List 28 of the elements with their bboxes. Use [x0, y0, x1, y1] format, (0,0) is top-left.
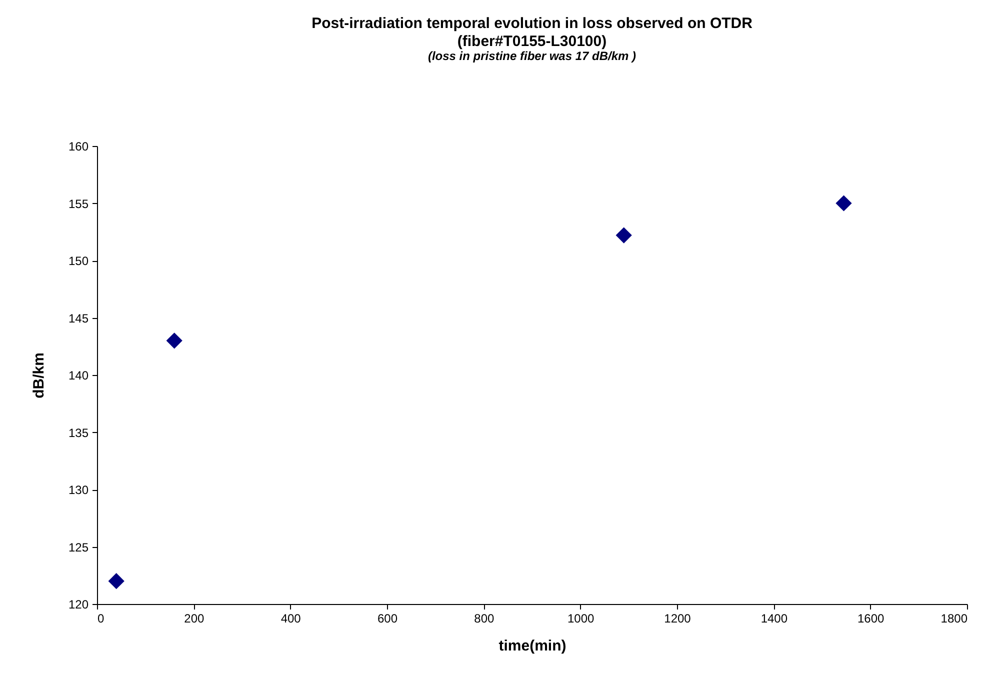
- x-tick-label: 800: [474, 612, 494, 626]
- x-tick-label: 400: [280, 612, 302, 626]
- chart-title: Post-irradiation temporal evolution in loss observed on OTDR: [312, 15, 753, 32]
- text: (loss in pristine fiber was 17 dB/km ): [428, 49, 636, 63]
- point: [108, 573, 124, 590]
- x-tick-label: 1000: [567, 612, 595, 626]
- x-tick-label: 1600: [857, 612, 885, 626]
- y-tick-label: 160: [68, 140, 89, 154]
- chart-subtitle: (fiber#T0155-L30100): [457, 33, 607, 50]
- y-tick-label: 155: [68, 196, 89, 211]
- y-tick-label: 120: [68, 598, 89, 612]
- x-tick-label: 1200: [664, 612, 692, 626]
- point: [616, 227, 632, 244]
- y-tick-label: 130: [68, 483, 89, 497]
- x-axis-title: time(min): [498, 638, 566, 654]
- y-tick-label: 140: [68, 368, 89, 382]
- x-tick-label: 200: [184, 612, 204, 626]
- point: [836, 195, 852, 212]
- y-tick-label: 150: [68, 254, 89, 268]
- x-tick-label: 600: [377, 612, 398, 626]
- y-tick-label: 125: [68, 540, 89, 554]
- x-tick-label: 1800: [940, 612, 968, 626]
- y-axis-title: dB/km: [30, 352, 48, 398]
- x-tick-label: 0: [98, 612, 104, 626]
- x-tick-label: 1400: [760, 612, 788, 626]
- point: [166, 332, 182, 349]
- y-tick-label: 135: [68, 426, 89, 440]
- y-tick-label: 145: [68, 311, 89, 326]
